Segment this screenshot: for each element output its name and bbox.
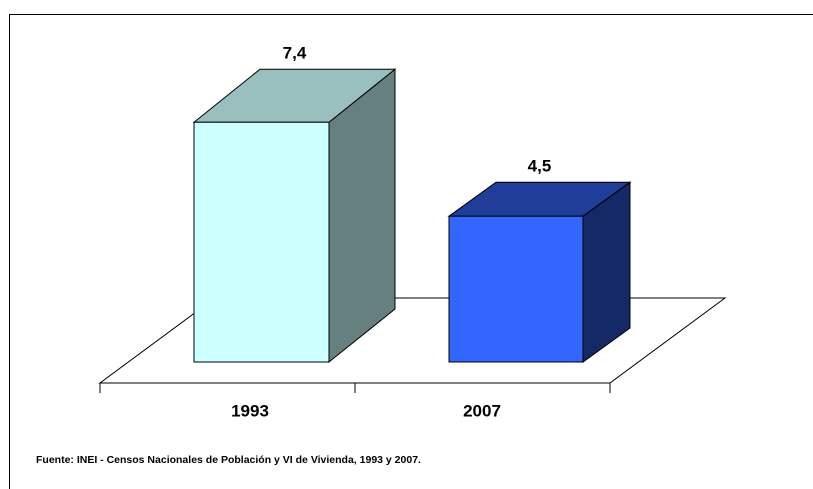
bar (448, 215, 584, 363)
x-tick-label: 2007 (463, 401, 501, 420)
x-tick-label: 1993 (231, 401, 269, 420)
source-note: Fuente: INEI - Censos Nacionales de Pobl… (36, 454, 421, 466)
value-label: 7,4 (283, 44, 307, 63)
bar (193, 121, 330, 363)
value-label: 4,5 (528, 157, 552, 176)
frame (9, 14, 813, 489)
